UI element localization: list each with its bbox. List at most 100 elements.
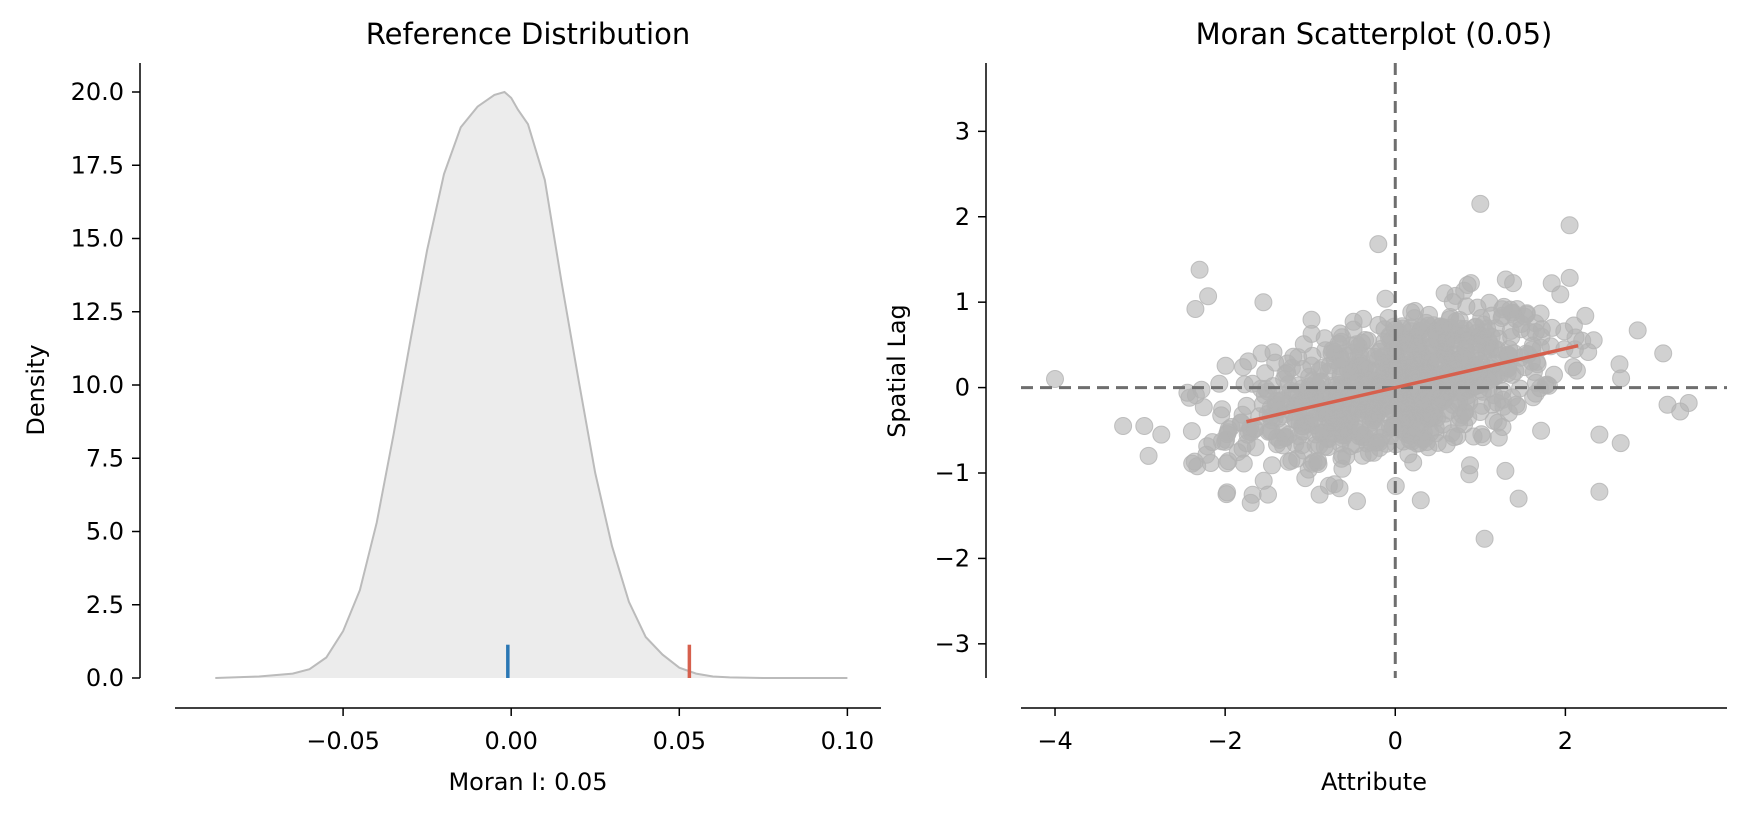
scatter-point <box>1332 449 1351 468</box>
left-ytick-label: 20.0 <box>71 78 124 106</box>
scatter-point <box>1342 363 1361 382</box>
scatter-point <box>1294 335 1313 354</box>
left-ytick-label: 7.5 <box>86 444 124 472</box>
scatter-point <box>1308 453 1327 472</box>
right-ytick-label: 1 <box>955 288 970 316</box>
scatter-point <box>1332 416 1351 435</box>
right-ytick-label: −3 <box>935 630 970 658</box>
scatter-point <box>1584 331 1603 350</box>
scatter-point <box>1428 354 1447 373</box>
scatter-point <box>1566 328 1585 347</box>
scatter-point <box>1180 388 1199 407</box>
right-x-axis-label: Attribute <box>1321 768 1427 796</box>
left-xtick-label: 0.05 <box>653 727 706 755</box>
scatter-point <box>1475 529 1494 548</box>
scatter-point <box>1472 425 1491 444</box>
right-xtick-label: 2 <box>1558 727 1573 755</box>
scatter-point <box>1314 423 1333 442</box>
right-x-ticks: −4 −2 0 2 <box>1037 708 1573 755</box>
scatter-point <box>1235 375 1254 394</box>
right-xtick-label: 0 <box>1388 727 1403 755</box>
right-ytick-label: 3 <box>955 117 970 145</box>
left-xtick-label: 0.00 <box>484 727 537 755</box>
scatter-point <box>1457 297 1476 316</box>
scatter-point <box>1114 417 1133 435</box>
scatter-point <box>1452 383 1471 401</box>
scatter-point <box>1679 394 1698 412</box>
right-chart-title: Moran Scatterplot (0.05) <box>1196 17 1553 51</box>
left-y-axis-label: Density <box>22 344 50 435</box>
scatter-point <box>1329 334 1348 353</box>
scatter-point <box>1139 446 1158 465</box>
scatter-point <box>1428 433 1447 452</box>
scatter-point <box>1461 456 1479 475</box>
density-curve <box>215 90 848 679</box>
scatter-point <box>1454 349 1473 368</box>
scatter-point <box>1213 400 1232 419</box>
scatter-point <box>1282 358 1301 377</box>
scatter-point <box>1263 456 1281 475</box>
right-ytick-label: 2 <box>955 203 970 231</box>
scatter-point <box>1261 422 1280 441</box>
scatter-point <box>1461 274 1480 293</box>
scatter-point <box>1273 436 1292 455</box>
scatter-point <box>1182 422 1201 441</box>
scatter-point <box>1297 415 1316 434</box>
scatter-point <box>1417 313 1436 332</box>
scatter-point <box>1590 425 1609 444</box>
left-ytick-label: 5.0 <box>86 518 124 546</box>
left-ytick-label: 15.0 <box>71 225 124 253</box>
scatter-point <box>1543 318 1562 337</box>
scatter-point <box>1212 432 1231 451</box>
moran-scatterplot-panel: Moran Scatterplot (0.05) −3 −2 −1 0 1 2 3 −4 −2… <box>883 17 1727 796</box>
scatter-point <box>1560 268 1579 287</box>
scatter-point <box>1442 424 1461 443</box>
scatter-point <box>1567 361 1586 380</box>
left-ytick-label: 12.5 <box>71 298 124 326</box>
scatter-point <box>1479 332 1498 351</box>
scatter-point <box>1526 384 1545 403</box>
scatter-point <box>1404 453 1423 472</box>
scatter-point <box>1403 424 1422 443</box>
left-plot-area <box>215 90 848 679</box>
scatter-point <box>1654 344 1673 363</box>
scatter-point <box>1190 260 1209 279</box>
scatter-point <box>1350 420 1369 439</box>
scatter-point <box>1135 417 1154 435</box>
scatter-point <box>1496 461 1515 480</box>
scatter-point <box>1611 434 1630 453</box>
scatter-point <box>1302 310 1321 329</box>
scatter-point <box>1401 358 1420 377</box>
scatter-point <box>1330 479 1349 498</box>
scatter-point <box>1509 489 1528 508</box>
right-ytick-label: 0 <box>955 374 970 402</box>
right-ytick-label: −2 <box>935 544 970 572</box>
left-ytick-label: 2.5 <box>86 591 124 619</box>
scatter-point <box>1411 491 1430 510</box>
right-plot-area <box>1021 63 1727 678</box>
scatter-point <box>1526 323 1545 341</box>
scatter-point <box>1658 395 1677 414</box>
right-y-ticks: −3 −2 −1 0 1 2 3 <box>935 117 986 658</box>
scatter-point <box>1590 482 1609 501</box>
scatter-point <box>1420 409 1439 428</box>
scatter-point <box>1364 406 1383 425</box>
scatter-point <box>1488 393 1506 412</box>
scatter-point <box>1369 235 1388 254</box>
scatter-point <box>1302 356 1321 375</box>
left-xtick-label: 0.10 <box>821 727 874 755</box>
scatter-point <box>1310 485 1329 504</box>
scatter-point <box>1367 433 1386 452</box>
scatter-point <box>1539 376 1558 395</box>
left-x-axis-label: Moran I: 0.05 <box>448 768 607 796</box>
scatter-point <box>1628 321 1647 340</box>
scatter-point <box>1489 428 1508 447</box>
scatter-point <box>1494 297 1513 316</box>
scatter-point <box>1390 400 1408 419</box>
scatter-point <box>1532 421 1551 440</box>
scatter-point <box>1152 425 1171 444</box>
scatter-point <box>1459 408 1478 427</box>
scatter-point <box>1254 293 1273 312</box>
scatter-point <box>1210 374 1229 393</box>
